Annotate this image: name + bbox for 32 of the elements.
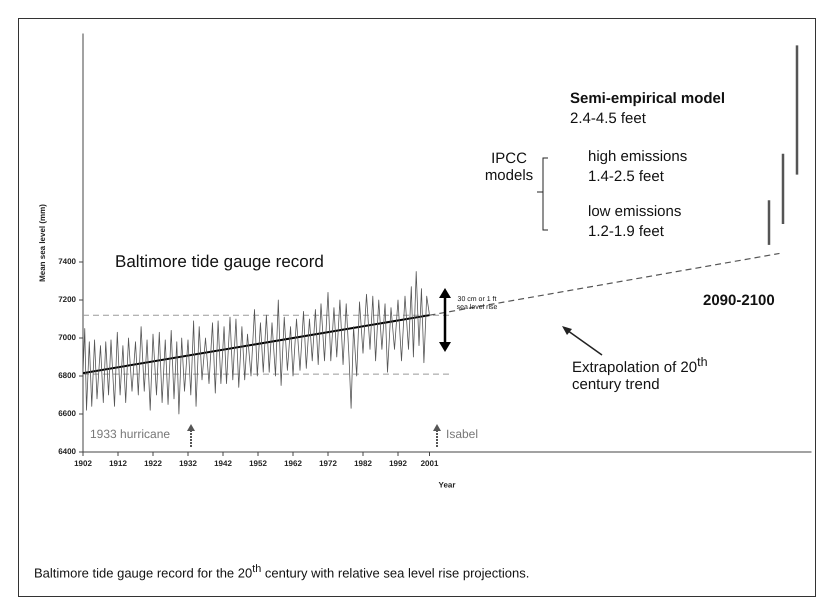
annotation: 1.4-2.5 feet	[588, 168, 664, 186]
annotation: 1.2-1.9 feet	[588, 223, 664, 240]
annotation: 2090-2100	[703, 292, 775, 310]
y-axis-title: Mean sea level (mm)	[38, 204, 48, 282]
x-tick-label: 1942	[214, 459, 232, 468]
x-tick-label: 2001	[420, 459, 439, 468]
annotation: 2.4-4.5 feet	[570, 110, 646, 128]
x-tick-label: 1992	[389, 459, 408, 468]
x-tick-label: 1962	[284, 459, 302, 468]
x-tick-label: 1982	[354, 459, 372, 468]
annotation: Semi-empirical model	[570, 90, 726, 108]
y-tick-label: 7000	[58, 333, 77, 342]
y-tick-label: 7200	[58, 295, 77, 304]
y-tick-label: 6400	[58, 447, 77, 456]
x-tick-label: 1902	[74, 459, 92, 468]
text: Baltimore tide gauge record for the 20$^{th}$ century with relative sea level rise projections.	[34, 563, 530, 582]
y-tick-label: 6800	[58, 371, 77, 380]
annotation: 1933 hurricane	[90, 427, 170, 442]
annotation: low emissions	[588, 203, 682, 220]
x-tick-label: 1972	[319, 459, 338, 468]
y-tick-label: 6600	[58, 409, 77, 418]
annotation: Isabel	[446, 427, 478, 442]
x-axis-title: Year	[438, 480, 456, 490]
y-tick-label: 7400	[58, 257, 77, 266]
x-tick-label: 1922	[144, 459, 162, 468]
annotation: IPCC models	[484, 150, 534, 184]
x-tick-label: 1952	[249, 459, 268, 468]
text: Baltimore tide gauge record	[115, 252, 324, 272]
x-tick-label: 1932	[179, 459, 198, 468]
annotation: high emissions	[588, 148, 688, 166]
text: Extrapolation of 20$^{th}$ century trend	[572, 355, 708, 394]
x-tick-label: 1912	[109, 459, 128, 468]
